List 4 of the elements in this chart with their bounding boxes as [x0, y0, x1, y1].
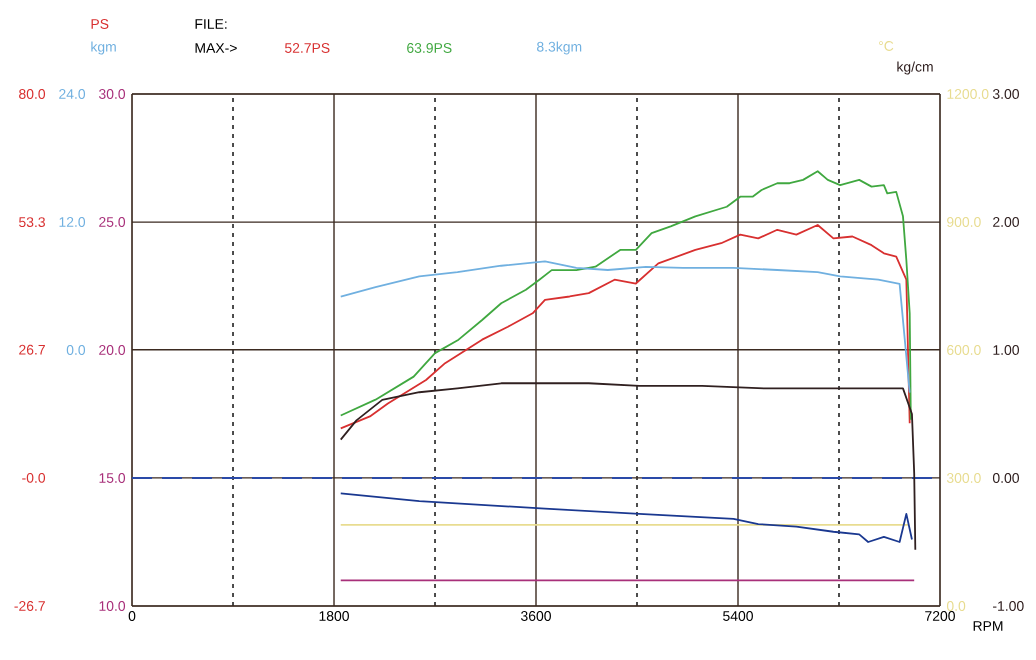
line-series [339, 492, 913, 543]
line-series [339, 170, 912, 421]
line-series [339, 260, 911, 394]
line-series [339, 224, 911, 430]
